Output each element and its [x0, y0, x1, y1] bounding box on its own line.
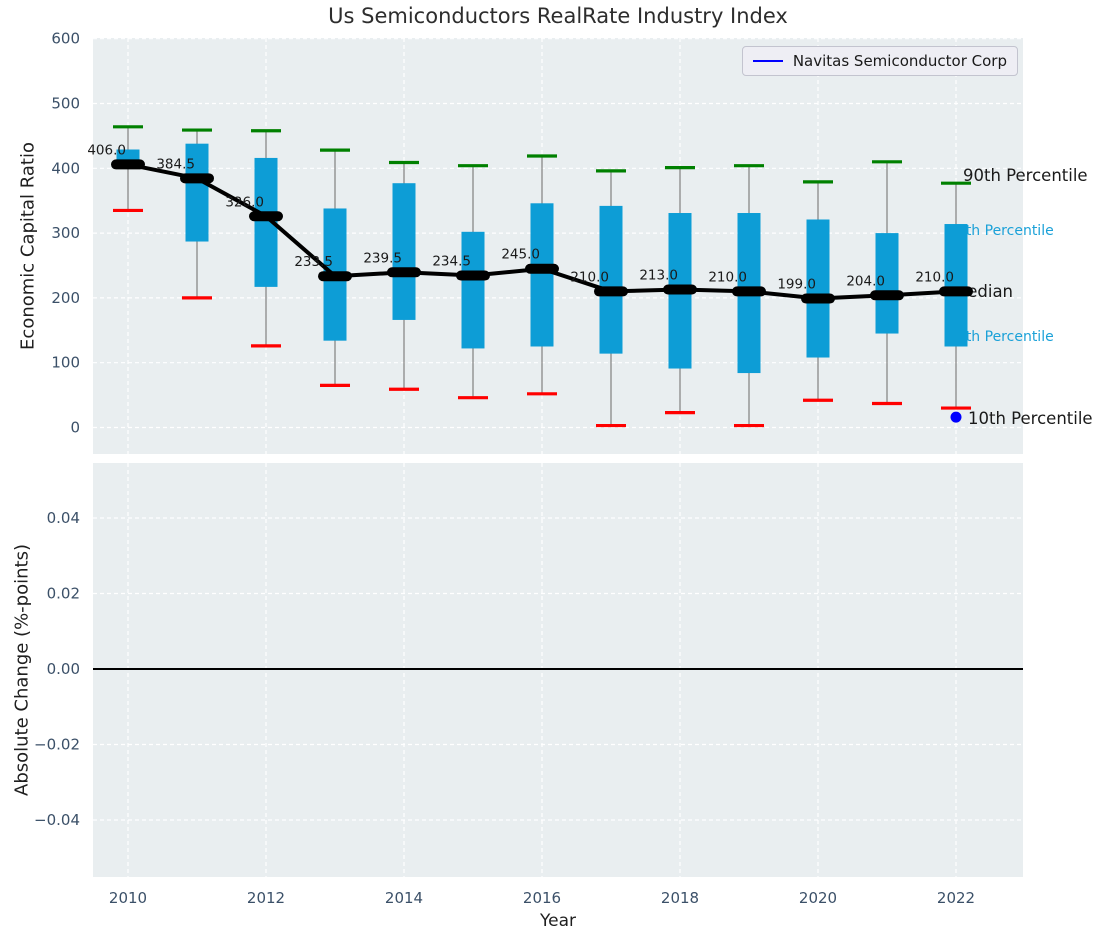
- ytick-top-500: 500: [51, 95, 80, 113]
- annotation-75th-percentile: 75th Percentile: [948, 223, 1054, 239]
- box-2022: [944, 224, 968, 347]
- median-marker-2020: [801, 293, 835, 304]
- median-marker-2022: [939, 286, 973, 297]
- ytick-bottom-0.02: 0.02: [47, 585, 80, 603]
- y-axis-label-top: Economic Capital Ratio: [17, 142, 39, 350]
- ytick-bottom-0.04: 0.04: [47, 509, 80, 527]
- median-value-label-2015: 234.5: [432, 254, 471, 270]
- median-value-label-2010: 406.0: [87, 142, 126, 158]
- ytick-bottom-−0.04: −0.04: [34, 811, 80, 829]
- median-value-label-2017: 210.0: [570, 269, 609, 285]
- median-marker-2021: [870, 290, 904, 301]
- median-marker-2016: [525, 263, 559, 274]
- navitas-point: [950, 411, 962, 423]
- legend-label: Navitas Semiconductor Corp: [792, 52, 1007, 70]
- median-marker-2014: [387, 267, 421, 278]
- ytick-bottom-0.00: 0.00: [47, 660, 80, 678]
- xtick-2018: 2018: [661, 889, 699, 907]
- annotation-10th-percentile: 10th Percentile: [968, 409, 1093, 428]
- x-axis-label: Year: [540, 911, 576, 931]
- median-value-label-2018: 213.0: [639, 267, 678, 283]
- median-value-label-2011: 384.5: [156, 156, 195, 172]
- ytick-top-600: 600: [51, 30, 80, 48]
- median-value-label-2020: 199.0: [777, 277, 816, 293]
- legend: Navitas Semiconductor Corp: [742, 46, 1018, 76]
- median-marker-2011: [180, 173, 214, 184]
- xtick-2016: 2016: [523, 889, 561, 907]
- box-2014: [392, 183, 416, 320]
- median-value-label-2012: 326.0: [225, 194, 264, 210]
- page-title: Us Semiconductors RealRate Industry Inde…: [328, 4, 788, 28]
- xtick-2022: 2022: [937, 889, 975, 907]
- xtick-2012: 2012: [247, 889, 285, 907]
- ytick-bottom-−0.02: −0.02: [34, 736, 80, 754]
- median-marker-2015: [456, 270, 490, 281]
- xtick-2020: 2020: [799, 889, 837, 907]
- annotation-90th-percentile: 90th Percentile: [963, 166, 1088, 185]
- median-marker-2018: [663, 284, 697, 295]
- ytick-top-300: 300: [51, 224, 80, 242]
- median-value-label-2013: 233.5: [294, 254, 333, 270]
- box-2020: [806, 219, 830, 358]
- xtick-2014: 2014: [385, 889, 423, 907]
- box-2012: [254, 157, 278, 287]
- median-marker-2013: [318, 271, 352, 282]
- ytick-top-0: 0: [70, 419, 80, 437]
- median-value-label-2019: 210.0: [708, 269, 747, 285]
- xtick-2010: 2010: [109, 889, 147, 907]
- top-plot-background: [93, 38, 1023, 454]
- ytick-top-400: 400: [51, 159, 80, 177]
- ytick-top-100: 100: [51, 354, 80, 372]
- ytick-top-200: 200: [51, 289, 80, 307]
- median-marker-2010: [111, 159, 145, 170]
- box-2011: [185, 143, 209, 242]
- median-value-label-2016: 245.0: [501, 247, 540, 263]
- legend-line-sample: [753, 60, 783, 62]
- median-value-label-2014: 239.5: [363, 250, 402, 266]
- median-value-label-2022: 210.0: [915, 269, 954, 285]
- box-2017: [599, 205, 623, 354]
- median-marker-2017: [594, 286, 628, 297]
- box-2016: [530, 203, 554, 347]
- median-marker-2012: [249, 211, 283, 222]
- box-2021: [875, 233, 899, 334]
- median-marker-2019: [732, 286, 766, 297]
- box-2015: [461, 231, 485, 349]
- median-value-label-2021: 204.0: [846, 273, 885, 289]
- y-axis-label-bottom: Absolute Change (%-points): [11, 544, 33, 796]
- annotation-25th-percentile: 25th Percentile: [948, 329, 1054, 345]
